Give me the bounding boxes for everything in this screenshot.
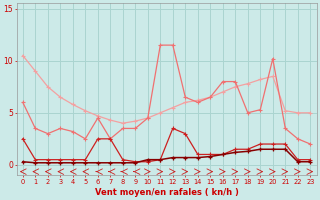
X-axis label: Vent moyen/en rafales ( kn/h ): Vent moyen/en rafales ( kn/h ) xyxy=(95,188,238,197)
